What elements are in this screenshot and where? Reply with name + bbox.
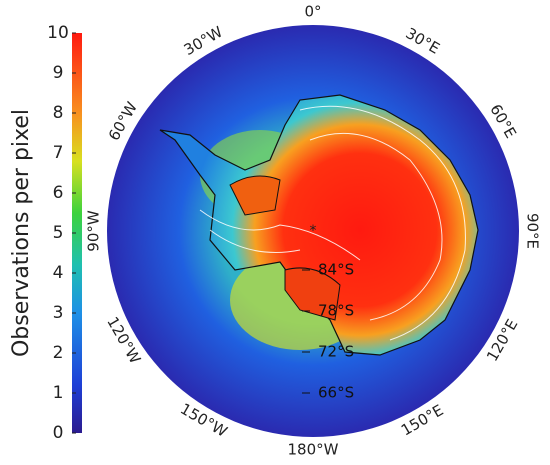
latitude-label: 84°S — [318, 261, 354, 279]
colorbar-tick-label: 10 — [47, 23, 69, 43]
longitude-label: 0° — [304, 3, 321, 21]
colorbar-tick-label: 9 — [53, 63, 64, 83]
colorbar-tick-label: 2 — [53, 343, 64, 363]
colorbar-tick-label: 4 — [53, 263, 64, 283]
ross-shelf — [284, 267, 341, 321]
contours — [199, 105, 466, 341]
longitude-label: 90°E — [524, 213, 542, 249]
colorbar-tick-label: 6 — [53, 183, 64, 203]
longitude-label: 90°W — [85, 210, 103, 252]
longitude-label: 180°W — [288, 441, 339, 459]
colorbar-tick-label: 1 — [53, 383, 64, 403]
colorbar-tick-label: 5 — [53, 223, 64, 243]
map-body: * — [107, 25, 519, 437]
colorbar-tick-label: 0 — [53, 423, 64, 443]
ronne-shelf — [229, 175, 281, 216]
colorbar-tick-label: 3 — [53, 303, 64, 323]
colorbar-tick-label: 7 — [53, 143, 64, 163]
latitude-label: 72°S — [318, 343, 354, 361]
continent — [159, 94, 479, 356]
latitude-label: 78°S — [318, 302, 354, 320]
colorbar — [72, 33, 82, 433]
colorbar-label: Observations per pixel — [9, 109, 34, 357]
colorbar-tick-label: 8 — [53, 103, 64, 123]
latitude-label: 66°S — [318, 384, 354, 402]
pole-marker: * — [310, 223, 317, 239]
